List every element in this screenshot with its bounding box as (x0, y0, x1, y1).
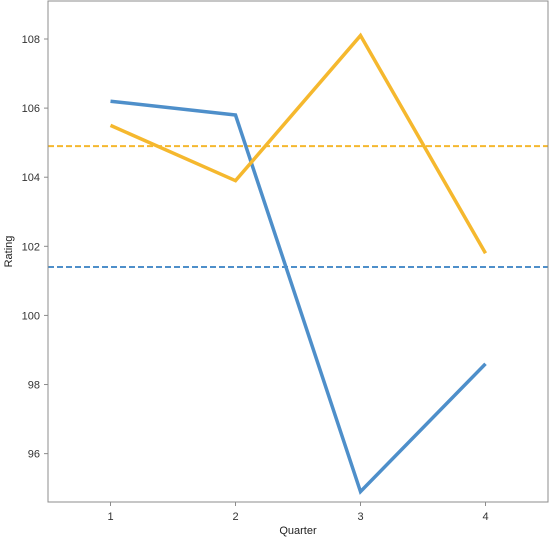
series-line-2 (109, 32, 488, 255)
x-tick-label: 3 (357, 511, 363, 523)
y-axis-title: Rating (3, 236, 15, 268)
y-tick-label: 106 (22, 103, 40, 115)
y-tick-label: 96 (28, 449, 40, 461)
x-tick-label: 4 (482, 511, 488, 523)
y-tick-label: 104 (22, 172, 40, 184)
x-axis: 1 2 3 4 (107, 502, 489, 523)
x-tick-label: 2 (232, 511, 238, 523)
y-tick-label: 108 (22, 34, 40, 46)
plot-frame (47, 0, 549, 503)
y-tick-label: 102 (22, 241, 40, 253)
series-lines (109, 32, 488, 495)
x-tick-label: 1 (107, 511, 113, 523)
reference-lines (48, 145, 548, 269)
series-line-1 (110, 99, 487, 495)
y-axis: 96 98 100 102 104 106 108 (22, 34, 48, 461)
y-tick-label: 100 (22, 310, 40, 322)
x-axis-title: Quarter (279, 525, 317, 537)
y-tick-label: 98 (28, 380, 40, 392)
